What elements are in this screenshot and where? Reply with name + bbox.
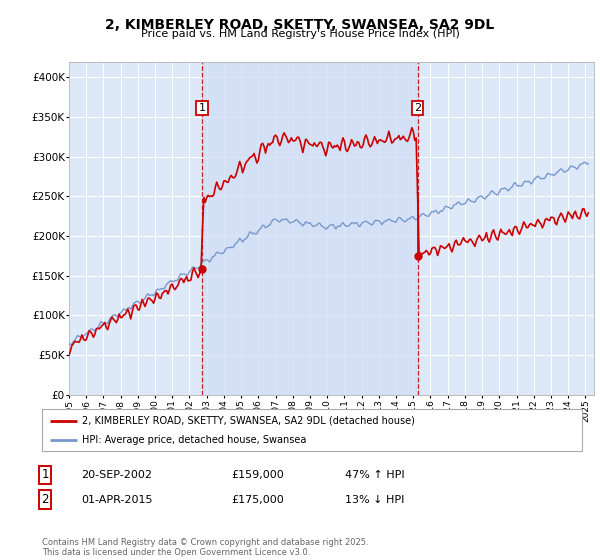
Text: Price paid vs. HM Land Registry's House Price Index (HPI): Price paid vs. HM Land Registry's House … xyxy=(140,29,460,39)
Bar xyxy=(202,62,418,395)
Text: 2: 2 xyxy=(41,493,49,506)
Text: 2: 2 xyxy=(414,103,421,113)
Text: 1: 1 xyxy=(199,103,205,113)
Text: 20-SEP-2002: 20-SEP-2002 xyxy=(81,470,152,480)
Text: HPI: Average price, detached house, Swansea: HPI: Average price, detached house, Swan… xyxy=(83,435,307,445)
Text: Contains HM Land Registry data © Crown copyright and database right 2025.
This d: Contains HM Land Registry data © Crown c… xyxy=(42,538,368,557)
Text: 01-APR-2015: 01-APR-2015 xyxy=(81,494,152,505)
Text: £159,000: £159,000 xyxy=(231,470,284,480)
Text: 1: 1 xyxy=(41,468,49,482)
Text: 2, KIMBERLEY ROAD, SKETTY, SWANSEA, SA2 9DL: 2, KIMBERLEY ROAD, SKETTY, SWANSEA, SA2 … xyxy=(106,18,494,32)
Text: 13% ↓ HPI: 13% ↓ HPI xyxy=(345,494,404,505)
Text: 2, KIMBERLEY ROAD, SKETTY, SWANSEA, SA2 9DL (detached house): 2, KIMBERLEY ROAD, SKETTY, SWANSEA, SA2 … xyxy=(83,416,415,426)
FancyBboxPatch shape xyxy=(42,409,582,451)
Text: 47% ↑ HPI: 47% ↑ HPI xyxy=(345,470,404,480)
Text: £175,000: £175,000 xyxy=(231,494,284,505)
